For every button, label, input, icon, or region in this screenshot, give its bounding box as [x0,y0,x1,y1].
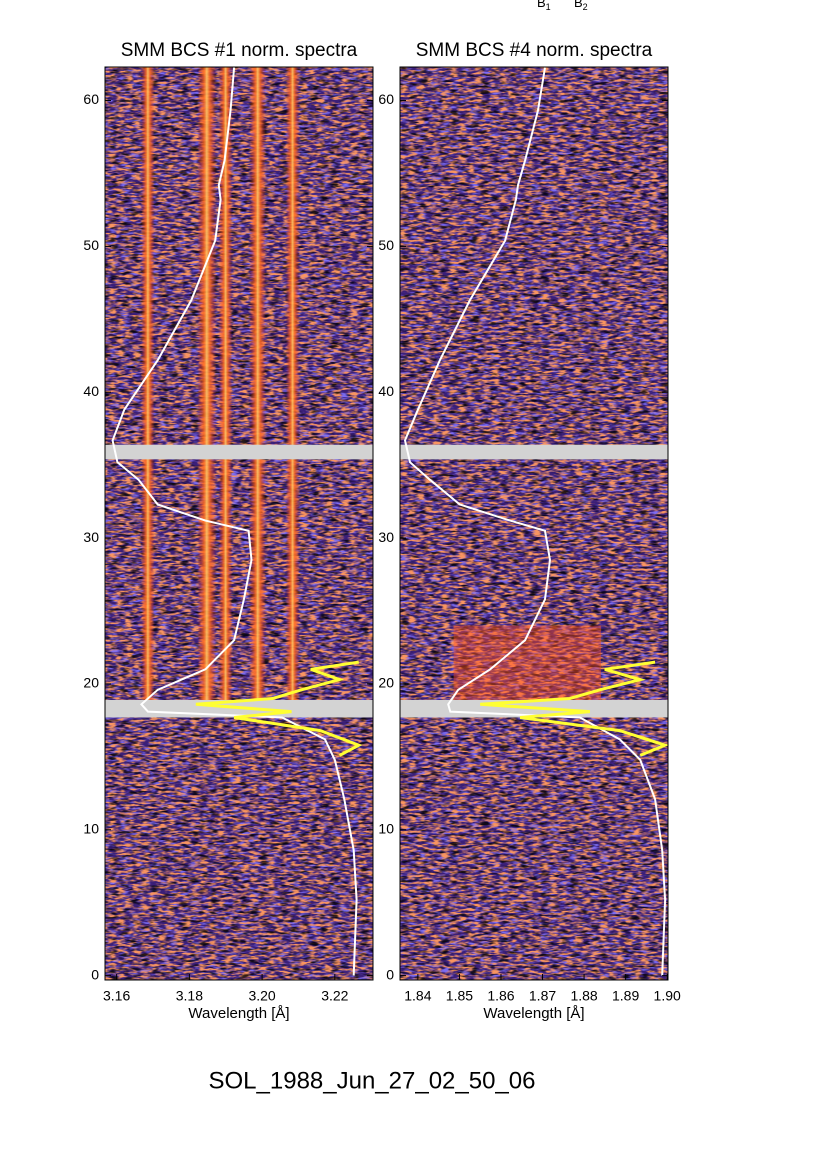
x-tick-label: 1.86 [487,988,514,1004]
x-tick-label: 3.20 [248,988,275,1004]
y-tick-label: 0 [91,966,99,982]
annotation: B2 [574,0,588,12]
x-axis-label: Wavelength [Å] [188,1005,289,1022]
annotation-sub: 1 [546,2,551,12]
data-gap [105,444,373,460]
x-tick-label: 1.87 [529,988,556,1004]
emission-line [249,67,266,718]
footer: SOL_1988_Jun_27_02_50_06 [209,1067,536,1094]
annotation-text: B [574,0,583,10]
data-gap [400,444,668,460]
curve [195,660,363,757]
x-axis-label: Wavelength [Å] [483,1005,584,1022]
annotation: B1 [537,0,551,12]
panel: 0 10 20 30 40 50 60 1.84 1.85 1.86 1.87 1.88 1.89 1.9… [378,40,681,1022]
emission-line [197,67,217,718]
y-tick-label: 30 [83,529,99,545]
panel-title: SMM BCS #1 norm. spectra [121,40,358,61]
y-tick-label: 40 [378,383,394,399]
y-tick-label: 10 [378,820,394,836]
y-tick-label: 0 [386,966,394,982]
x-tick-label: 3.16 [103,988,130,1004]
y-tick-label: 60 [378,91,394,107]
y-tick-label: 50 [378,237,394,253]
emission-line [141,67,155,718]
annotation-sub: 2 [583,2,588,12]
y-tick-label: 50 [83,237,99,253]
y-tick-label: 20 [83,675,99,691]
emission-line [218,67,233,718]
spectrogram [400,67,668,980]
y-tick-label: 60 [83,91,99,107]
x-tick-label: 1.90 [654,988,681,1004]
plot-frame [104,66,374,981]
x-tick-label: 1.84 [404,988,431,1004]
x-tick-label: 3.18 [176,988,203,1004]
x-tick-label: 1.89 [612,988,639,1004]
panel: 0 10 20 30 40 50 60 3.16 3.18 3.20 3.22 Wavelength … [83,40,374,1022]
x-tick-label: 3.22 [321,988,348,1004]
x-tick-label: 1.88 [570,988,597,1004]
y-tick-label: 30 [378,529,394,545]
spectrogram-noise [400,67,668,980]
curve [403,67,667,976]
y-tick-label: 10 [83,820,99,836]
annotation-text: B [537,0,546,10]
panel-title: SMM BCS #4 norm. spectra [416,40,653,61]
x-tick-label: 1.85 [446,988,473,1004]
y-tick-label: 20 [378,675,394,691]
emission-line [285,67,300,718]
spectrogram [105,67,373,980]
curve [111,67,358,976]
y-tick-label: 40 [83,383,99,399]
plot-frame [399,66,669,981]
curve [480,660,670,757]
